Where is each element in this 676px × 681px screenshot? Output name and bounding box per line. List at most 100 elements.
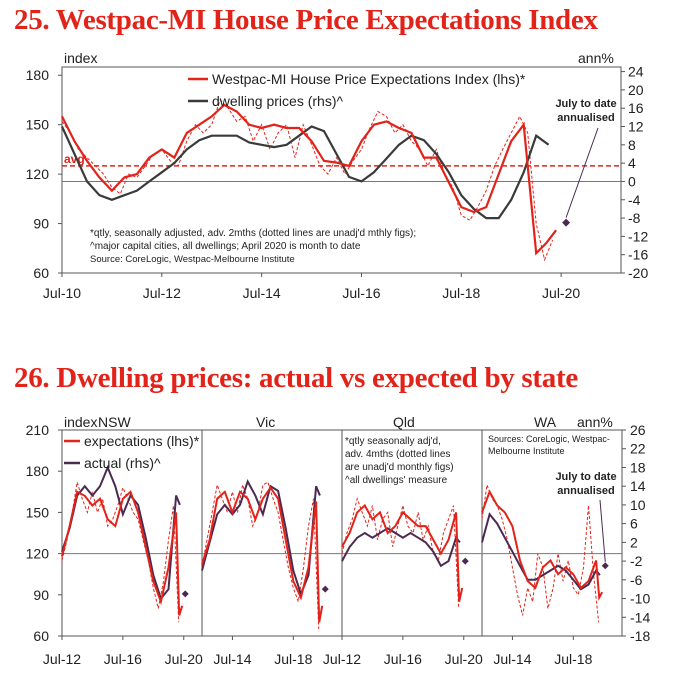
actual-prices-line — [61, 464, 181, 601]
chart-note: *qtly, seasonally adjusted, adv. 2mths (… — [90, 228, 416, 239]
y-right-tick-label: -10 — [630, 591, 650, 607]
y-right-axis-label: ann% — [577, 414, 613, 430]
y-right-tick-label: -18 — [630, 628, 650, 644]
dwelling-prices-line — [60, 125, 550, 220]
x-tick-label: Jul-16 — [342, 285, 380, 301]
x-tick-label: Jul-12 — [143, 285, 181, 301]
y-right-tick-label: 6 — [630, 516, 638, 532]
expectations-line — [481, 489, 604, 601]
annotation-line-2: annualised — [557, 112, 614, 124]
y-right-tick-label: -6 — [630, 572, 643, 588]
y-right-tick-label: 8 — [628, 137, 636, 153]
y-left-tick-label: 60 — [33, 265, 49, 281]
annotation-line-1: July to date — [555, 471, 616, 483]
july-to-date-marker — [181, 590, 189, 598]
y-left-tick-label: 90 — [33, 587, 49, 603]
y-left-tick-label: 90 — [33, 216, 49, 232]
y-right-tick-label: -4 — [628, 192, 641, 208]
y-left-axis-label: index — [64, 414, 97, 430]
chart-note: Source: CoreLogic, Westpac-Melbourne Ins… — [90, 254, 295, 265]
y-right-tick-label: 10 — [630, 497, 646, 513]
y-left-tick-label: 120 — [26, 546, 50, 562]
y-left-tick-label: 120 — [26, 166, 50, 182]
y-left-tick-label: 180 — [26, 67, 50, 83]
chart-note: adv. 4mths (dotted lines — [345, 449, 450, 460]
y-left-tick-label: 60 — [33, 628, 49, 644]
annotation-leader-line — [565, 127, 599, 218]
y-right-tick-label: 2 — [630, 534, 638, 550]
x-tick-label: Jul-20 — [542, 285, 580, 301]
annotation-line-2: annualised — [557, 485, 614, 497]
chart-note: are unadj'd monthly figs) — [345, 462, 454, 473]
panel-name-qld: Qld — [393, 414, 415, 430]
expectations-monthly-line — [481, 484, 600, 623]
actual-prices-line — [481, 512, 601, 591]
x-tick-label: Jul-10 — [43, 285, 81, 301]
y-right-tick-label: -2 — [630, 553, 643, 569]
panel-name-wa: WA — [534, 414, 557, 430]
y-right-tick-label: 24 — [628, 64, 644, 80]
y-right-tick-label: 22 — [630, 441, 646, 457]
july-to-date-marker — [321, 585, 329, 593]
chart-note: ^major capital cities, all dwellings; Ap… — [90, 241, 361, 252]
panel-name-vic: Vic — [256, 414, 275, 430]
y-left-tick-label: 150 — [26, 504, 50, 520]
y-right-tick-label: 18 — [630, 459, 646, 475]
x-tick-label: Jul-12 — [323, 651, 361, 667]
y-right-tick-label: -16 — [628, 247, 648, 263]
x-tick-label: Jul-20 — [445, 651, 483, 667]
july-to-date-marker — [601, 562, 609, 570]
y-right-tick-label: 12 — [628, 119, 644, 135]
chart-26-title: 26. Dwelling prices: actual vs expected … — [14, 362, 578, 394]
chart-25-house-price-expectations: 60 90 120 150 180 -20 -16 -12 -8 -4 0 4 8 12 16 20 24 ind… — [26, 50, 649, 301]
expectations-line — [341, 503, 464, 602]
y-right-tick-label: 26 — [630, 422, 646, 438]
chart-26-dwelling-prices-by-state: 6090120150180210-18-14-10-6-226101418222… — [26, 414, 651, 667]
annotation-leader-line — [599, 499, 606, 562]
y-right-tick-label: -14 — [630, 609, 650, 625]
x-tick-label: Jul-14 — [493, 651, 531, 667]
legend-label-actual: actual (rhs)^ — [84, 455, 161, 471]
panel-name-nsw: NSW — [98, 414, 131, 430]
y-left-tick-label: 150 — [26, 117, 50, 133]
y-left-axis-label: index — [64, 50, 97, 66]
y-left-tick-label: 180 — [26, 463, 50, 479]
y-right-tick-label: 16 — [628, 100, 644, 116]
source-note: Sources: CoreLogic, Westpac- — [488, 434, 610, 444]
x-tick-label: Jul-12 — [43, 651, 81, 667]
expectations-index-line — [61, 103, 557, 256]
y-right-tick-label: -8 — [628, 210, 641, 226]
y-right-tick-label: 14 — [630, 478, 646, 494]
y-left-tick-label: 210 — [26, 422, 50, 438]
x-tick-label: Jul-18 — [274, 651, 312, 667]
legend-label-expectations: Westpac-MI House Price Expectations Inde… — [212, 71, 526, 87]
y-right-tick-label: 20 — [628, 82, 644, 98]
july-to-date-marker — [461, 557, 469, 565]
x-tick-label: Jul-16 — [384, 651, 422, 667]
annotation-line-1: July to date — [555, 98, 616, 110]
x-tick-label: Jul-16 — [104, 651, 142, 667]
x-tick-label: Jul-14 — [213, 651, 251, 667]
y-right-axis-label: ann% — [578, 50, 614, 66]
chart-25-title: 25. Westpac-MI House Price Expectations … — [14, 4, 598, 36]
chart-note: ^all dwellings' measure — [345, 475, 448, 486]
actual-prices-line — [341, 527, 461, 568]
legend-label-dwelling: dwelling prices (rhs)^ — [212, 93, 343, 109]
y-right-tick-label: 0 — [628, 173, 636, 189]
chart-note: *qtly seasonally adj'd, — [345, 436, 441, 447]
expectations-line — [201, 485, 324, 623]
x-tick-label: Jul-20 — [165, 651, 203, 667]
plot-frame — [61, 66, 622, 274]
july-to-date-marker — [562, 218, 571, 227]
y-right-tick-label: -12 — [628, 228, 648, 244]
y-right-tick-label: 4 — [628, 155, 636, 171]
source-note: Melbourne Institute — [488, 446, 565, 456]
legend-label-expectations: expectations (lhs)* — [84, 433, 200, 449]
x-tick-label: Jul-18 — [554, 651, 592, 667]
x-tick-label: Jul-14 — [243, 285, 281, 301]
expectations-monthly-line — [61, 99, 554, 262]
expectations-line — [61, 490, 184, 616]
x-tick-label: Jul-18 — [442, 285, 480, 301]
expectations-monthly-line — [201, 481, 320, 630]
y-right-tick-label: -20 — [628, 265, 648, 281]
